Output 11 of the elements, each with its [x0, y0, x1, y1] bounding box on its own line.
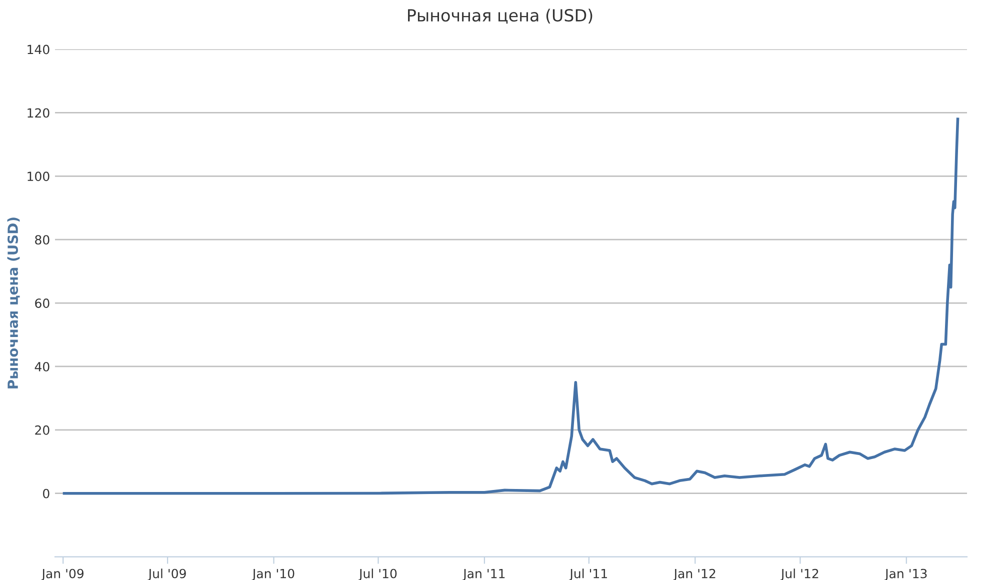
- y-tick-label: 120: [28, 108, 50, 118]
- y-tick-label: 80: [35, 235, 50, 245]
- y-tick-label: 40: [34, 362, 50, 372]
- y-tick-label: 0: [43, 488, 50, 498]
- y-axis-title: Рыночная цена (USD): [7, 218, 20, 388]
- chart-title: Рыночная цена (USD): [408, 8, 592, 24]
- y-tick-label: 20: [35, 425, 50, 435]
- y-tick-label: 140: [28, 44, 50, 54]
- y-tick-label: 60: [35, 298, 50, 308]
- y-tick-label: 100: [28, 172, 50, 182]
- line-series: [62, 118, 960, 495]
